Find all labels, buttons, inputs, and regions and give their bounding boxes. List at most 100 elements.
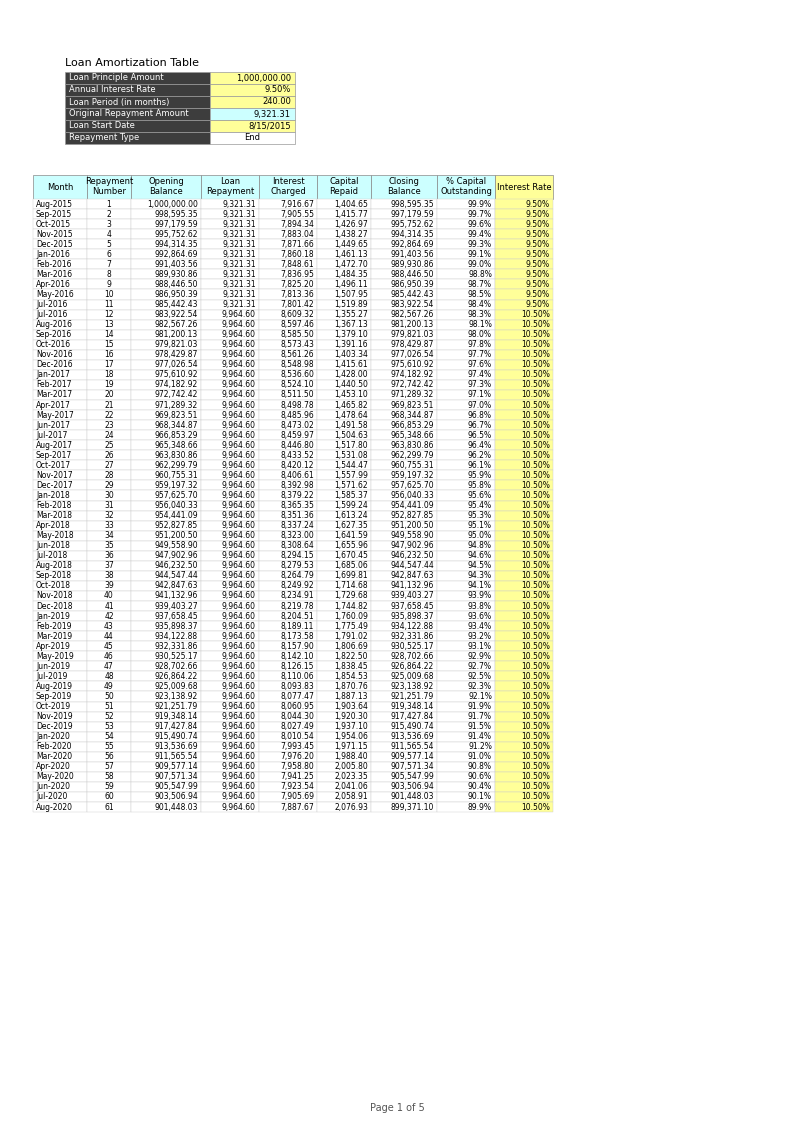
Bar [131,339,201,350]
Bar [317,803,371,812]
Text: 965,348.66: 965,348.66 [154,441,198,450]
Bar [33,470,87,480]
Text: 966,853.29: 966,853.29 [154,430,198,439]
Text: 10.50%: 10.50% [522,762,550,771]
Bar [131,239,201,250]
Bar [201,441,259,451]
Bar [371,551,437,561]
Text: 43: 43 [104,622,114,631]
Text: 9,321.31: 9,321.31 [223,250,256,259]
Text: 968,344.87: 968,344.87 [154,420,198,429]
Text: 97.0%: 97.0% [468,400,492,409]
Text: 8,279.53: 8,279.53 [281,561,314,570]
Text: Aug-2016: Aug-2016 [36,320,73,329]
Text: 8,077.47: 8,077.47 [280,692,314,701]
Bar [131,319,201,329]
Bar [317,280,371,290]
Text: 995,752.62: 995,752.62 [154,229,198,238]
Bar [495,480,553,490]
Text: 1,744.82: 1,744.82 [335,601,368,610]
Bar [87,260,131,270]
Bar [495,752,553,762]
Bar [437,641,495,651]
Text: 1,838.45: 1,838.45 [335,662,368,671]
Text: Sep-2015: Sep-2015 [36,209,72,218]
Text: 23: 23 [104,420,114,429]
Bar [33,480,87,490]
Text: 6: 6 [107,250,111,259]
Text: 972,742.42: 972,742.42 [154,390,198,399]
Bar [437,260,495,270]
Bar [87,762,131,772]
Text: 10.50%: 10.50% [522,682,550,691]
Text: 1,585.37: 1,585.37 [334,491,368,500]
Text: Aug-2015: Aug-2015 [36,200,73,209]
Text: 1,415.77: 1,415.77 [334,209,368,218]
Bar [259,611,317,622]
Text: 1,504.63: 1,504.63 [334,430,368,439]
Bar [131,622,201,632]
Bar [259,390,317,400]
Bar [371,711,437,722]
Text: 1,791.02: 1,791.02 [335,632,368,641]
Text: Nov-2016: Nov-2016 [36,351,72,360]
Bar [33,309,87,319]
Text: Sep-2017: Sep-2017 [36,451,72,460]
Bar [131,410,201,420]
Bar [317,410,371,420]
Text: 979,821.03: 979,821.03 [154,341,198,350]
Bar [131,350,201,360]
Bar [87,742,131,752]
Bar [259,470,317,480]
Text: 9,321.31: 9,321.31 [223,260,256,269]
Text: 9,964.60: 9,964.60 [222,571,256,580]
Text: 91.0%: 91.0% [468,752,492,761]
Text: 92.3%: 92.3% [468,682,492,691]
Bar [437,250,495,260]
Bar [437,360,495,370]
Bar [371,480,437,490]
Text: 11: 11 [104,300,114,309]
Text: 944,547.44: 944,547.44 [390,561,434,570]
Text: 909,577.14: 909,577.14 [154,762,198,771]
Text: 9,964.60: 9,964.60 [222,561,256,570]
Text: 7,801.42: 7,801.42 [281,300,314,309]
Text: 49: 49 [104,682,114,691]
Bar [131,641,201,651]
Bar [317,762,371,772]
Bar [437,420,495,430]
Text: 9.50%: 9.50% [525,290,550,299]
Text: 7,993.45: 7,993.45 [280,742,314,751]
Bar [495,420,553,430]
Text: 8,126.15: 8,126.15 [281,662,314,671]
Bar [317,531,371,541]
Text: 9,964.60: 9,964.60 [222,732,256,741]
Bar [33,199,87,209]
Text: 96.1%: 96.1% [468,461,492,470]
Bar [371,722,437,732]
Bar [317,360,371,370]
Bar [131,762,201,772]
Bar [317,299,371,309]
Bar [259,229,317,239]
Text: 7,916.67: 7,916.67 [280,200,314,209]
Bar [33,441,87,451]
Bar [371,520,437,531]
Text: Capital: Capital [329,178,359,187]
Text: 9,964.60: 9,964.60 [222,511,256,520]
Bar [201,541,259,551]
Text: 959,197.32: 959,197.32 [390,471,434,480]
Bar [87,199,131,209]
Bar [259,319,317,329]
Text: 1,988.40: 1,988.40 [335,752,368,761]
Text: 9,964.60: 9,964.60 [222,351,256,360]
Text: Loan: Loan [220,178,240,187]
Text: 1,903.64: 1,903.64 [334,702,368,711]
Bar [317,571,371,581]
Text: 10.50%: 10.50% [522,430,550,439]
Text: 1,854.53: 1,854.53 [334,672,368,681]
Text: 969,823.51: 969,823.51 [154,410,198,419]
Text: 240.00: 240.00 [262,98,291,107]
Text: 921,251.79: 921,251.79 [155,702,198,711]
Bar [33,622,87,632]
